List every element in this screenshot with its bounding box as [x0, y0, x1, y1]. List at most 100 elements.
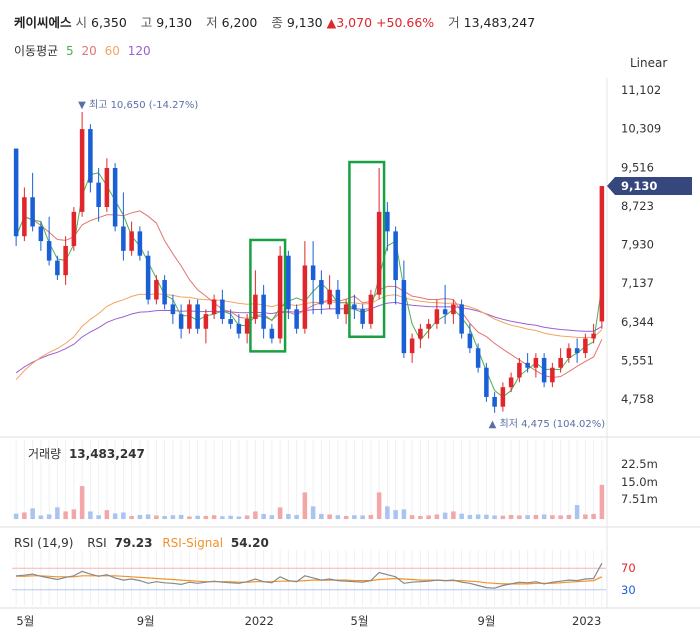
rsi-signal-value: 54.20: [230, 536, 269, 550]
price-tick-label: 6,344: [621, 315, 654, 329]
volume-bar: [409, 515, 415, 519]
candle-body: [137, 231, 143, 256]
volume-bar: [533, 514, 539, 519]
candle-body: [286, 255, 291, 310]
candle-body: [385, 211, 390, 232]
volume-bar: [55, 507, 60, 519]
candle-body: [591, 333, 596, 339]
stock-name: 케이씨에스: [14, 15, 72, 30]
volume-bar: [244, 515, 250, 519]
volume-bar: [286, 513, 291, 519]
volume-bar: [211, 515, 217, 519]
rsi-line: [16, 563, 603, 589]
ma5-legend[interactable]: 5: [66, 44, 74, 58]
ma60-legend[interactable]: 60: [104, 44, 120, 58]
volume-panel-title: 거래량: [28, 447, 62, 461]
volume-panel-value: 13,483,247: [68, 447, 145, 461]
close-label: 종: [271, 15, 283, 30]
volume-bar: [294, 514, 299, 519]
candle-body: [475, 348, 481, 368]
volume-bar: [228, 515, 233, 519]
scale-toggle-button[interactable]: Linear: [630, 56, 668, 70]
price-tick-label: 7,930: [621, 238, 654, 252]
volume-bar: [541, 514, 547, 519]
volume-bar: [13, 513, 19, 519]
volume-bar: [550, 515, 555, 519]
price-tick-label: 10,309: [621, 122, 661, 136]
candle-body: [22, 197, 27, 237]
candle-body: [599, 186, 605, 322]
volume-tick-label: 7.51m: [621, 492, 658, 506]
candle-body: [418, 328, 423, 339]
volume-tick-label: 15.0m: [621, 475, 658, 489]
annotations: ▼ 최고 10,650 (-14.27%) ▲ 최저 4,475 (104.02%…: [78, 99, 692, 430]
volume-bar: [484, 514, 489, 519]
candle-body: [277, 255, 283, 339]
x-tick-label: 5월: [16, 614, 34, 628]
volume-bar: [236, 516, 242, 519]
volume-bar: [187, 516, 192, 519]
volume-bar: [517, 515, 522, 519]
candle-body: [484, 367, 489, 397]
open-value: 6,350: [91, 15, 127, 30]
rsi-panel-title: RSI (14,9): [14, 536, 74, 550]
candle-body: [96, 182, 101, 207]
x-tick-label: 2023: [572, 614, 601, 628]
volume-bar: [203, 515, 209, 519]
candle-body: [550, 367, 555, 383]
ma60-line: [15, 293, 603, 381]
volume-bar: [121, 512, 126, 519]
volume-bar: [79, 486, 85, 519]
price-panel-bg: [12, 78, 606, 436]
volume-bar: [63, 511, 68, 519]
candle-body: [112, 168, 118, 227]
price-tick-label: 8,723: [621, 199, 654, 213]
ma120-line: [15, 301, 603, 374]
candle-body: [541, 357, 547, 383]
x-tick-label: 9월: [478, 614, 496, 628]
volume-bar: [22, 512, 27, 519]
volume-bar: [368, 514, 374, 519]
candle-body: [343, 304, 349, 315]
ma120-legend[interactable]: 120: [127, 44, 151, 58]
close-value: 9,130: [286, 15, 323, 30]
volume-bar: [583, 514, 588, 519]
candle-body: [253, 294, 258, 320]
candle-body: [319, 280, 324, 305]
volume-bar: [261, 513, 266, 519]
low-label: 저: [206, 15, 218, 30]
volume-bar: [508, 514, 514, 519]
candle-body: [327, 289, 332, 305]
candle-body: [574, 348, 580, 354]
change-value: ▲3,070: [326, 15, 373, 30]
rsi-value: 79.23: [114, 536, 153, 550]
candle-body: [203, 314, 209, 329]
volume-bar: [467, 514, 473, 519]
ma20-legend[interactable]: 20: [81, 44, 97, 58]
volume-bar: [376, 492, 382, 519]
volume-value: 13,483,247: [463, 15, 536, 30]
volume-bar: [46, 514, 52, 519]
volume-bar: [558, 515, 563, 519]
volume-bar: [310, 506, 316, 519]
volume-bar: [343, 515, 349, 519]
axis-labels: 11,102 10,309 9,516 8,723 7,930 7,137 6,344 5,5…: [16, 83, 661, 628]
candle-body: [492, 396, 497, 407]
volume-bars: [13, 484, 605, 519]
candle-body: [178, 314, 184, 329]
candle-body: [13, 148, 19, 237]
candle-body: [104, 168, 110, 207]
ma-legend-label: 이동평균: [14, 44, 59, 58]
candle-body: [228, 319, 233, 324]
highlight-box-2: [348, 160, 386, 339]
candle-body: [211, 299, 217, 315]
volume-bar: [475, 514, 481, 519]
low-value: 6,200: [221, 15, 258, 30]
candle-body: [63, 245, 68, 276]
volume-bar: [500, 515, 506, 519]
volume-bar: [327, 514, 332, 519]
candle-body: [426, 323, 431, 329]
x-tick-label: 9월: [137, 614, 155, 628]
volume-bar: [566, 514, 572, 519]
